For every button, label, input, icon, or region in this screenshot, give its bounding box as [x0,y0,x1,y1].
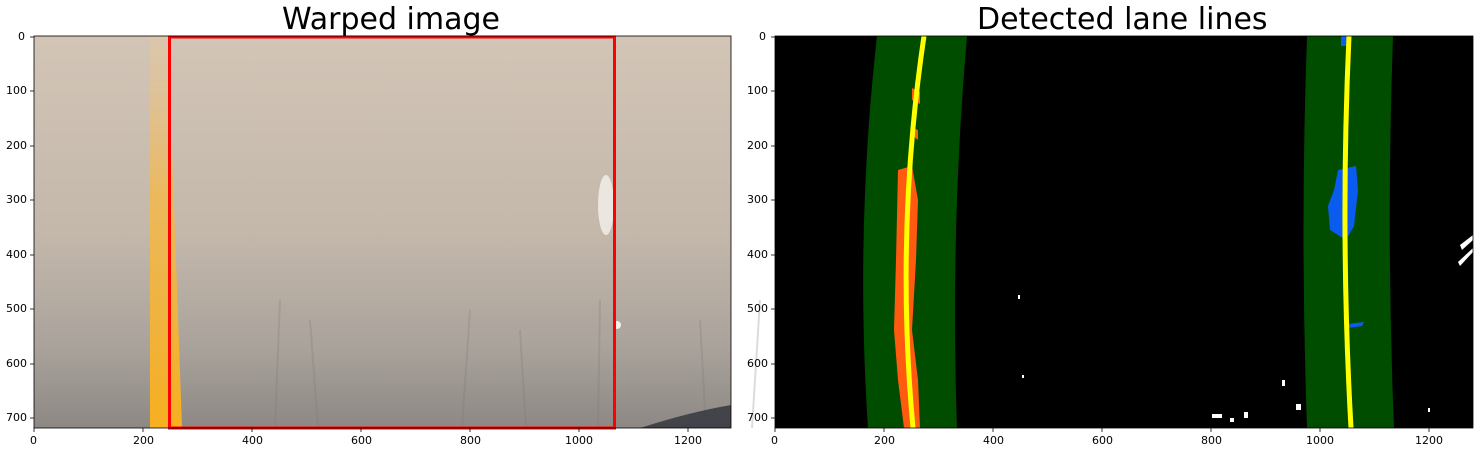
lane-detection-image [775,35,1473,429]
y-tick-label: 200 [6,139,27,152]
y-tick-label: 700 [747,411,768,424]
warped-road-image [34,35,901,430]
x-tick-label: 200 [133,434,154,447]
x-tick-label: 1200 [674,434,702,447]
y-tick-label: 100 [6,84,27,97]
white-lane-marking [598,175,614,235]
right-fit-line [1342,35,1354,429]
y-tick-label: 300 [6,193,27,206]
x-tick-label: 0 [30,434,37,447]
y-tick-label: 200 [747,139,768,152]
x-tick-label: 400 [242,434,263,447]
x-tick-label: 1200 [1415,434,1443,447]
warped-image-title: Warped image [282,2,500,37]
left-fit-line [903,35,927,429]
yellow-lane-marking [150,36,182,428]
x-tick-label: 800 [1201,434,1222,447]
tick-marks [30,36,1430,432]
y-tick-label: 600 [747,357,768,370]
x-tick-label: 200 [874,434,895,447]
noise-pixels [1018,235,1473,422]
x-tick-label: 600 [351,434,372,447]
x-tick-label: 0 [771,434,778,447]
warped-axes-frame [33,35,732,429]
x-tick-label: 800 [460,434,481,447]
x-tick-label: 600 [1092,434,1113,447]
x-tick-label: 1000 [565,434,593,447]
x-tick-label: 1000 [1306,434,1334,447]
detected-lanes-title: Detected lane lines [977,2,1268,37]
y-tick-label: 0 [18,30,25,43]
y-tick-label: 100 [747,84,768,97]
y-tick-label: 300 [747,193,768,206]
y-tick-label: 600 [6,357,27,370]
y-tick-label: 400 [747,248,768,261]
lanes-axes-frame [774,35,1474,429]
x-tick-label: 400 [983,434,1004,447]
y-tick-label: 400 [6,248,27,261]
y-tick-label: 0 [759,30,766,43]
y-tick-label: 500 [747,302,768,315]
y-tick-label: 500 [6,302,27,315]
y-tick-label: 700 [6,411,27,424]
